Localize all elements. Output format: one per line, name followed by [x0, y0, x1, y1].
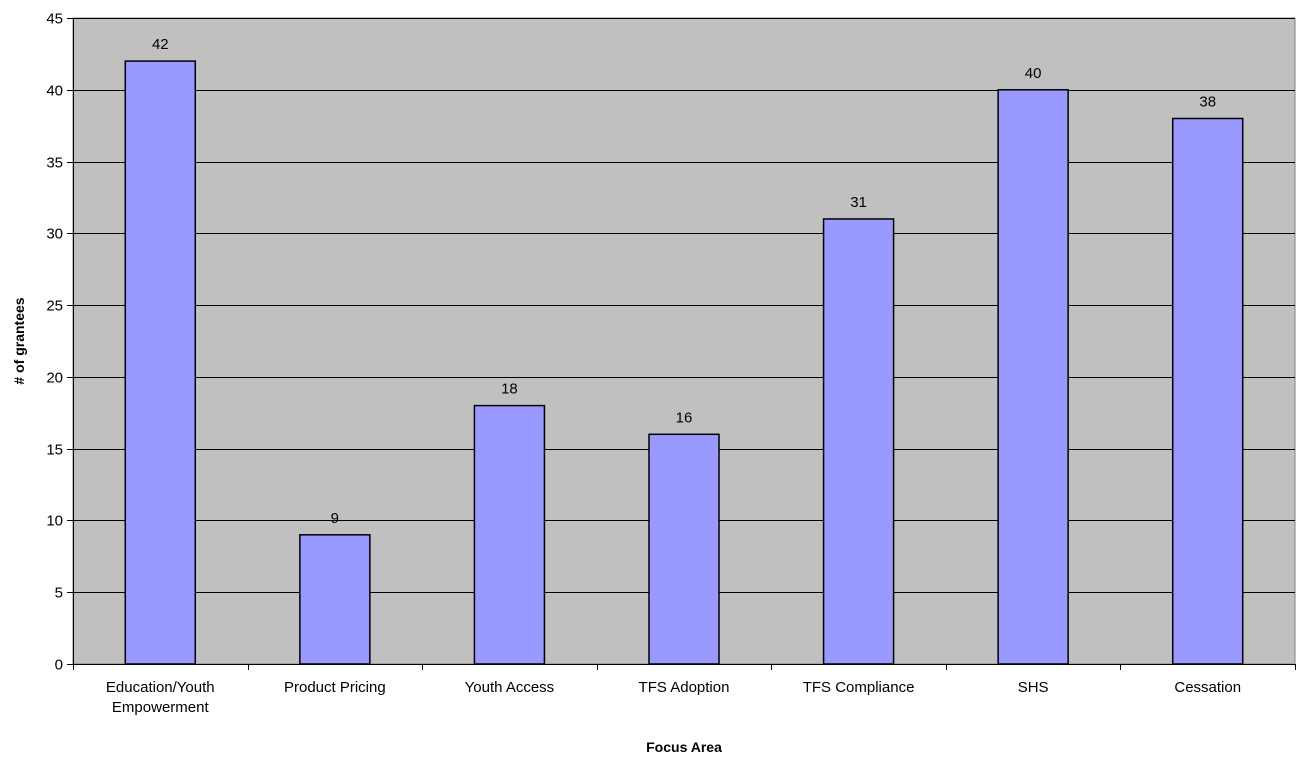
x-axis-title: Focus Area	[646, 739, 722, 755]
x-tick-label: Product Pricing	[284, 679, 386, 696]
x-tick-label: SHS	[1018, 679, 1049, 696]
y-tick-label: 35	[46, 155, 63, 172]
y-tick-label: 5	[55, 585, 63, 602]
bar	[997, 89, 1069, 665]
y-tick-label: 20	[46, 370, 63, 387]
x-tick-label: Cessation	[1174, 679, 1241, 696]
data-label: 16	[676, 409, 693, 426]
data-label: 18	[501, 381, 518, 398]
x-tick-label: Youth Access	[465, 679, 555, 696]
data-label: 31	[850, 194, 867, 211]
x-tick-label: TFS Compliance	[803, 679, 915, 696]
x-tick-label: TFS Adoption	[639, 679, 730, 696]
bar	[648, 433, 720, 665]
bar	[1171, 117, 1244, 665]
data-label: 42	[152, 36, 169, 53]
x-axis: Education/Youth Empowerment Product Pricin…	[73, 664, 1296, 716]
y-axis-title: # of grantees	[11, 297, 27, 384]
bar	[822, 218, 895, 665]
y-tick-label: 30	[46, 226, 63, 243]
data-labels: 42 9 18 16 31 40 38	[152, 36, 1216, 527]
bars	[124, 60, 1244, 665]
y-tick-label: 10	[46, 513, 63, 530]
data-label: 38	[1199, 93, 1216, 110]
y-axis: 0 5 10 15 20 25 30 35 40 45	[46, 11, 74, 674]
x-tick-label: Education/Youth Empowerment	[106, 679, 215, 716]
y-tick-label: 15	[46, 442, 63, 459]
y-tick-label: 40	[46, 83, 63, 100]
y-tick-label: 0	[55, 657, 63, 674]
bar	[299, 534, 371, 665]
bar	[124, 60, 197, 665]
gridlines	[73, 18, 1295, 593]
y-tick-label: 45	[46, 11, 63, 28]
data-label: 9	[331, 510, 339, 527]
y-tick-label: 25	[46, 298, 63, 315]
data-label: 40	[1025, 65, 1042, 82]
bar	[473, 404, 546, 665]
